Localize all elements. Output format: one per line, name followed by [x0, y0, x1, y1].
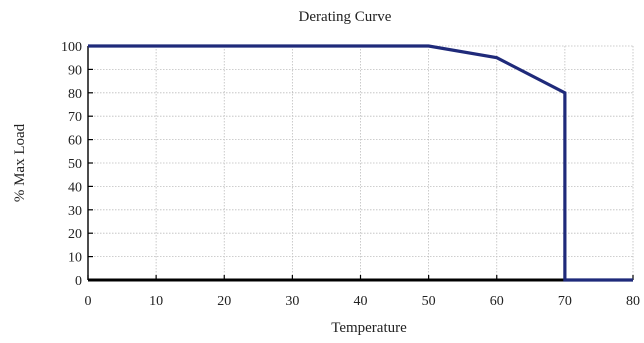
x-tick-label-80: 80 — [626, 294, 640, 309]
x-tick-label-40: 40 — [354, 294, 368, 309]
x-axis-label: Temperature — [331, 320, 407, 336]
x-tick-label-20: 20 — [217, 294, 231, 309]
y-tick-label-80: 80 — [68, 87, 82, 102]
x-tick-label-60: 60 — [490, 294, 504, 309]
x-tick-label-50: 50 — [422, 294, 436, 309]
x-tick-label-0: 0 — [85, 294, 92, 309]
y-tick-label-50: 50 — [68, 157, 82, 172]
y-axis-label: % Max Load — [12, 123, 28, 202]
x-tick-label-10: 10 — [149, 294, 163, 309]
x-tick-label-70: 70 — [558, 294, 572, 309]
y-tick-label-30: 30 — [68, 204, 82, 219]
y-tick-label-0: 0 — [75, 274, 82, 289]
y-tick-label-20: 20 — [68, 227, 82, 242]
tick-layer: 0 10 20 30 40 50 60 70 80 0 10 20 30 40 50 60 70 80 90 100 — [61, 40, 640, 309]
y-tick-label-70: 70 — [68, 110, 82, 125]
chart-title: Derating Curve — [299, 9, 392, 25]
y-tick-label-60: 60 — [68, 134, 82, 149]
y-tick-label-90: 90 — [68, 63, 82, 78]
y-tick-label-40: 40 — [68, 180, 82, 195]
grid-layer — [88, 46, 633, 280]
x-tick-label-30: 30 — [285, 294, 299, 309]
y-tick-label-100: 100 — [61, 40, 82, 55]
y-tick-label-10: 10 — [68, 251, 82, 266]
